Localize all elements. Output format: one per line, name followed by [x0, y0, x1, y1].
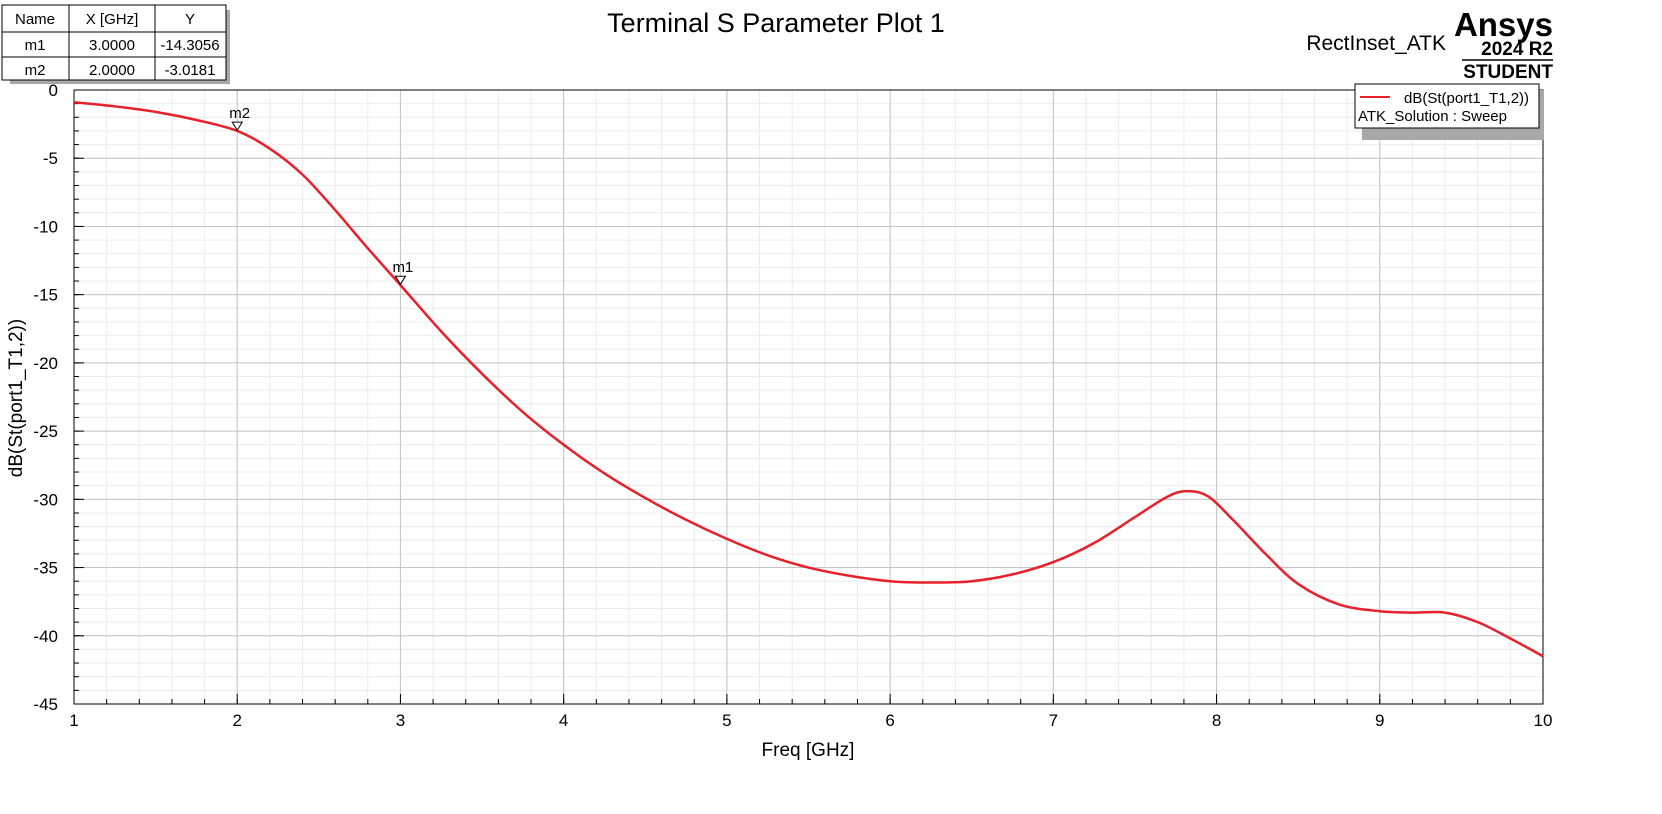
- y-tick-label: -35: [33, 559, 58, 578]
- marker-triangle: [394, 275, 407, 286]
- y-tick-label: -30: [33, 490, 58, 509]
- marker-layer: m1 m2: [229, 105, 413, 286]
- brand-edition: STUDENT: [1463, 62, 1553, 83]
- x-tick-label: 1: [69, 711, 78, 730]
- x-axis-label: Freq [GHz]: [762, 740, 855, 761]
- x-tick-label: 5: [722, 711, 731, 730]
- marker-table-cell: 3.0000: [89, 37, 135, 54]
- ansys-logo: Ansys 2024 R2 STUDENT: [1454, 6, 1553, 83]
- marker-table-cell: -3.0181: [165, 62, 216, 79]
- marker-table-cell: 2.0000: [89, 62, 135, 79]
- x-tick-label: 4: [559, 711, 568, 730]
- marker-label: m1: [392, 259, 413, 276]
- legend: dB(St(port1_T1,2)) ATK_Solution : Sweep: [1354, 83, 1544, 140]
- chart-title: Terminal S Parameter Plot 1: [607, 8, 945, 38]
- x-tick-label: 6: [885, 711, 894, 730]
- plot-frame: [73, 89, 1544, 705]
- marker-table-header-name: Name: [15, 11, 55, 28]
- brand-version: 2024 R2: [1481, 39, 1553, 60]
- x-tick-label: 2: [232, 711, 241, 730]
- y-tick-labels: 0 -5 -10 -15 -20 -25 -30 -35 -40 -45: [33, 81, 58, 714]
- plot-area: [74, 90, 1543, 704]
- marker-table: Name X [GHz] Y m1 3.0000 -14.3056 m2 2.0…: [1, 4, 230, 84]
- y-tick-label: -5: [43, 149, 58, 168]
- project-name: RectInset_ATK: [1306, 32, 1446, 55]
- y-tick-label: -40: [33, 627, 58, 646]
- y-tick-label: -20: [33, 354, 58, 373]
- x-tick-label: 9: [1375, 711, 1384, 730]
- x-tick-label: 8: [1212, 711, 1221, 730]
- axis-ticks: [73, 89, 1544, 705]
- y-tick-label: -10: [33, 217, 58, 236]
- y-tick-label: 0: [49, 81, 58, 100]
- y-axis-label: dB(St(port1_T1,2)): [6, 319, 27, 477]
- series-line: [73, 101, 1544, 658]
- marker-table-cell: -14.3056: [160, 37, 219, 54]
- series-layer: [73, 101, 1544, 658]
- marker-table-cell: m1: [25, 37, 46, 54]
- brand-name: Ansys: [1454, 6, 1553, 43]
- legend-series-subtitle: ATK_Solution : Sweep: [1358, 108, 1507, 125]
- x-tick-label: 3: [396, 711, 405, 730]
- marker-table-header-x: X [GHz]: [86, 11, 139, 28]
- marker-triangle: [231, 121, 244, 132]
- x-tick-labels: 1 2 3 4 5 6 7 8 9 10: [69, 711, 1552, 730]
- y-tick-label: -15: [33, 286, 58, 305]
- marker-label: m2: [229, 105, 250, 122]
- marker-table-header-y: Y: [185, 11, 195, 28]
- y-tick-label: -45: [33, 695, 58, 714]
- y-tick-label: -25: [33, 422, 58, 441]
- marker-table-box: [1, 4, 227, 81]
- legend-box: [1354, 83, 1540, 129]
- marker-table-cell: m2: [25, 62, 46, 79]
- x-tick-label: 7: [1049, 711, 1058, 730]
- x-tick-label: 10: [1534, 711, 1553, 730]
- legend-series-name: dB(St(port1_T1,2)): [1404, 90, 1529, 107]
